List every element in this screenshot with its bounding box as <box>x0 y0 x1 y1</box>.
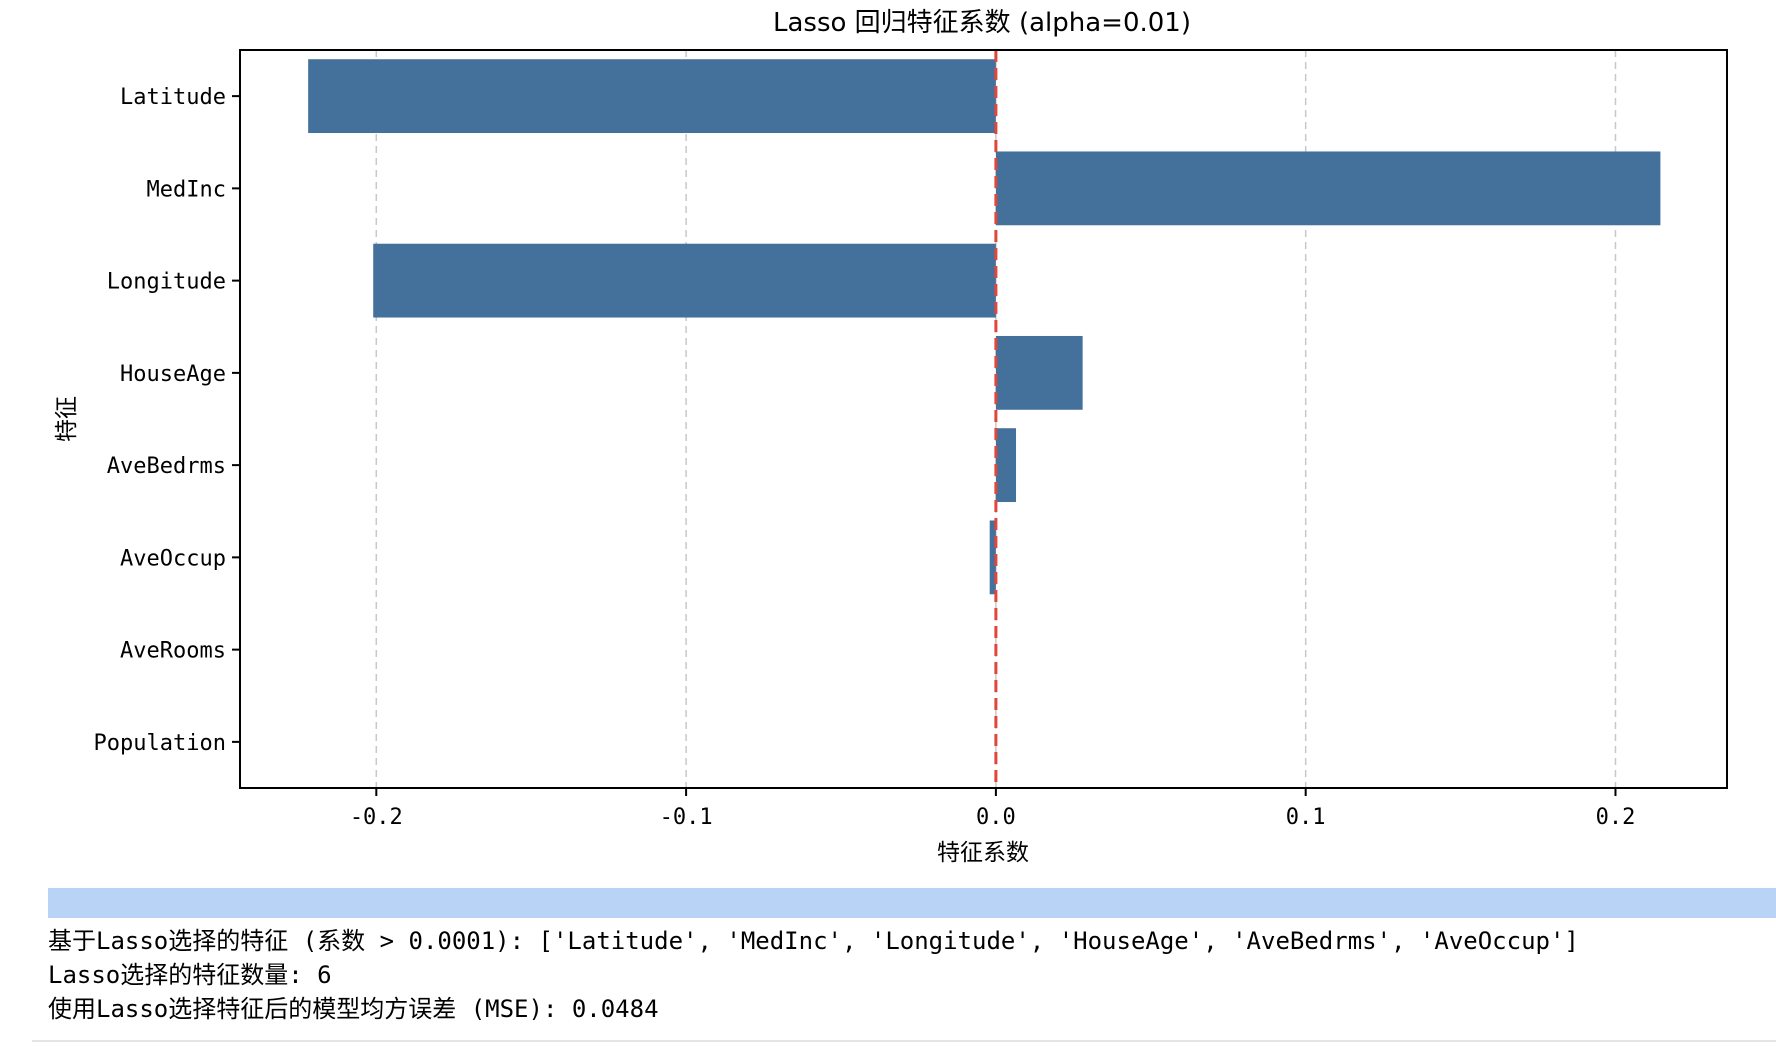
plot-frame <box>239 49 1728 789</box>
output-line-mse: 使用Lasso选择特征后的模型均方误差 (MSE): 0.0484 <box>48 995 659 1023</box>
output-separator-bar <box>48 888 1776 918</box>
bar-latitude <box>308 59 996 134</box>
y-axis-label: 特征 <box>54 396 80 442</box>
output-line-selected-features: 基于Lasso选择的特征 (系数 > 0.0001): ['Latitude',… <box>48 927 1579 955</box>
y-tick-label: Latitude <box>120 85 226 110</box>
x-axis-label: 特征系数 <box>937 840 1029 866</box>
y-tick-label: AveRooms <box>120 639 226 664</box>
x-tick-label: -0.2 <box>350 805 403 830</box>
x-tick-label: -0.1 <box>660 805 713 830</box>
y-tick-label: Longitude <box>107 270 226 295</box>
cell-output: 基于Lasso选择的特征 (系数 > 0.0001): ['Latitude',… <box>48 924 1768 1026</box>
bar-medinc <box>995 151 1661 226</box>
bar-aveoccup <box>989 520 996 595</box>
output-bottom-divider <box>32 1040 1776 1042</box>
bar-longitude <box>373 243 996 318</box>
y-tick-label: HouseAge <box>120 362 226 387</box>
x-axis-ticks: -0.2 -0.1 0.0 0.1 0.2 <box>350 788 1636 830</box>
chart-title: Lasso 回归特征系数 (alpha=0.01) <box>773 8 1191 38</box>
x-tick-label: 0.2 <box>1596 805 1636 830</box>
bar-avebedrms <box>995 428 1017 503</box>
x-tick-label: 0.0 <box>976 805 1016 830</box>
bar-houseage <box>995 335 1083 410</box>
y-tick-label: MedInc <box>147 177 226 202</box>
y-tick-label: AveBedrms <box>107 454 226 479</box>
chart: Lasso 回归特征系数 (alpha=0.01) Latitude MedInc… <box>54 8 1728 866</box>
y-tick-label: AveOccup <box>120 546 226 571</box>
x-tick-label: 0.1 <box>1286 805 1326 830</box>
bars <box>308 59 1661 595</box>
output-line-feature-count: Lasso选择的特征数量: 6 <box>48 961 332 989</box>
y-axis-ticks: Latitude MedInc Longitude HouseAge AveBedrms… <box>94 85 240 756</box>
y-tick-label: Population <box>94 731 226 756</box>
